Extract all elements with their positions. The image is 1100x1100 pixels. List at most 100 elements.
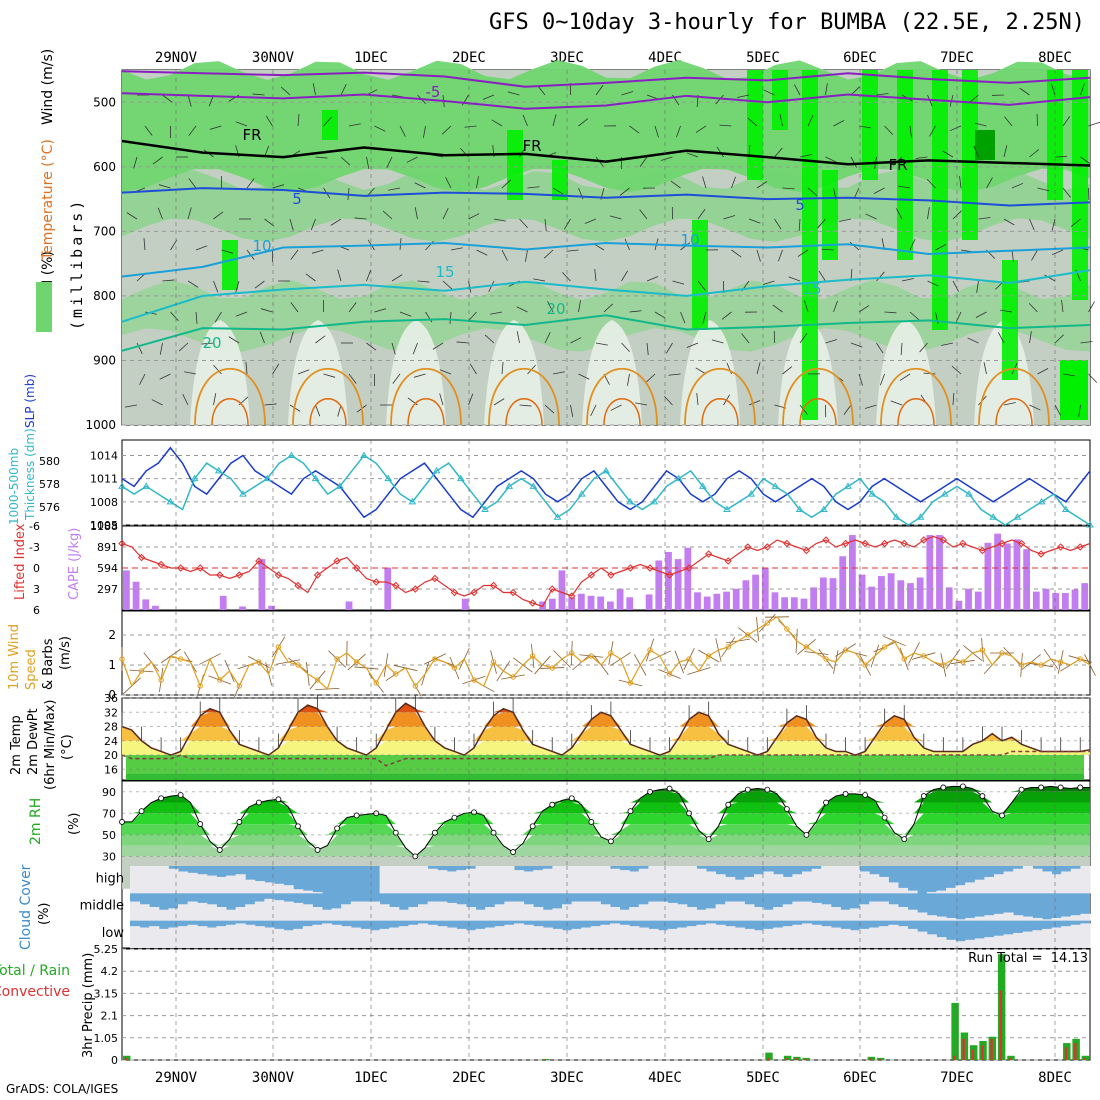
thickness-marker [408,497,417,505]
rh-marker [177,792,184,798]
ylabel-cloud-units: (%) [37,903,52,926]
wind-barb [919,342,928,353]
cloud-high-gap [466,868,477,894]
lifted-index-marker [470,588,478,597]
cloud-low-gap [898,926,909,948]
wind-barb [290,302,299,313]
wind-barb [639,156,648,167]
rh-ylabel2: (%) [67,813,82,836]
wind-barb [1011,182,1024,189]
lifted-index-marker [998,539,1006,548]
wind-barb [476,249,488,256]
cloud-high-gap [254,881,265,894]
lifted-index-marker [137,553,146,562]
cloud-low-gap [1042,928,1053,948]
wind-barb [798,218,801,231]
contour-label: 20 [546,300,565,318]
cloud-middle-gap [619,909,630,921]
lifted-index-marker [587,571,596,579]
cloud-low-gap [370,930,381,948]
cloud-middle-gap [1003,912,1014,921]
wind-barb [593,243,605,251]
thickness-marker [868,490,877,497]
wind-barb [590,404,597,416]
temp-contour-25 [684,368,756,426]
cloud-high-gap [869,874,880,894]
cloud-low-gap [907,928,918,948]
precip-convective-bar [999,990,1003,1060]
cape-bar [984,542,992,610]
cloud-low-gap [610,923,621,948]
cape-bar [810,587,818,610]
wind-barb [310,218,316,231]
cloud-low-gap [715,924,726,948]
wind-barb [952,280,959,292]
wind-speed-marker [158,677,164,683]
cloud-high-gap [965,882,976,894]
wind-speed-marker [940,662,947,668]
cape-bar [258,559,266,610]
cloud-low-gap [264,927,275,948]
cloud-high-gap [946,887,957,894]
wind-barb [544,218,547,231]
wind-barb [493,218,506,222]
wind-barb [162,279,175,282]
wind-barb [305,273,316,282]
thickness-marker [916,513,925,520]
wind-barb [133,156,138,169]
wind-barb [876,93,889,96]
wind-speed-line [121,616,1091,691]
wind-barb [858,305,870,313]
wind-barb [187,280,199,288]
temp-tick-label: 36 [104,692,118,705]
temp-contour-20 [121,314,1091,352]
wind-barb [1070,218,1081,227]
rh-layer-fill [122,845,1090,857]
thickness-marker [650,497,659,505]
lifted-index-marker [118,539,126,548]
wind-speed-marker [393,671,399,677]
lifted-index-marker [626,564,635,572]
temp-band-fill [122,726,1090,741]
dry-patch [288,320,348,425]
wind-barb [195,245,208,251]
wind-barb [544,404,555,414]
wind-barb [1029,218,1035,231]
rh-marker [353,812,360,819]
wind-barb [595,85,604,96]
rh-marker [471,809,477,816]
cloud-low-gap [542,927,553,948]
wind-barb [723,215,736,220]
temp-ylabel-part: 2m Temp [9,715,24,775]
cloud-low-gap [773,927,784,948]
cloud-middle-gap [869,901,880,921]
temp-contour-15 [121,269,1091,323]
upper-ylabel-units: (millibars) [68,198,86,330]
cloud-high-gap [226,875,237,894]
cloud-middle-gap [226,909,237,921]
wind-barb [610,404,622,411]
cloud-high-gap [907,890,918,894]
cloud-low-gap [1051,927,1062,948]
wind-speed-marker [119,656,125,662]
chart-title: GFS 0~10day 3-hourly for BUMBA (22.5E, 2… [488,10,1085,35]
thickness-marker [1013,513,1022,520]
wind-barb [144,125,153,136]
cloud-high-gap [206,875,217,894]
wind-barb [562,271,571,282]
cloud-low-gap [139,927,150,948]
slp-frame [121,439,1091,526]
slp-tick-label: 1005 [90,519,118,532]
cloud-middle-gap [754,907,765,921]
moist-streak [692,220,708,330]
cloud-middle-gap [245,904,256,921]
temp-contour-30 [995,398,1033,426]
cloud-low-gap [360,928,371,948]
rh-layer-fill [122,802,1090,814]
cape-tick-label: 594 [97,562,118,575]
thickness-marker [989,513,998,520]
cape-tick-label: 1188 [90,520,118,533]
moist-streak [322,110,338,140]
wind-barb [439,393,444,406]
thickness-marker [602,466,610,474]
